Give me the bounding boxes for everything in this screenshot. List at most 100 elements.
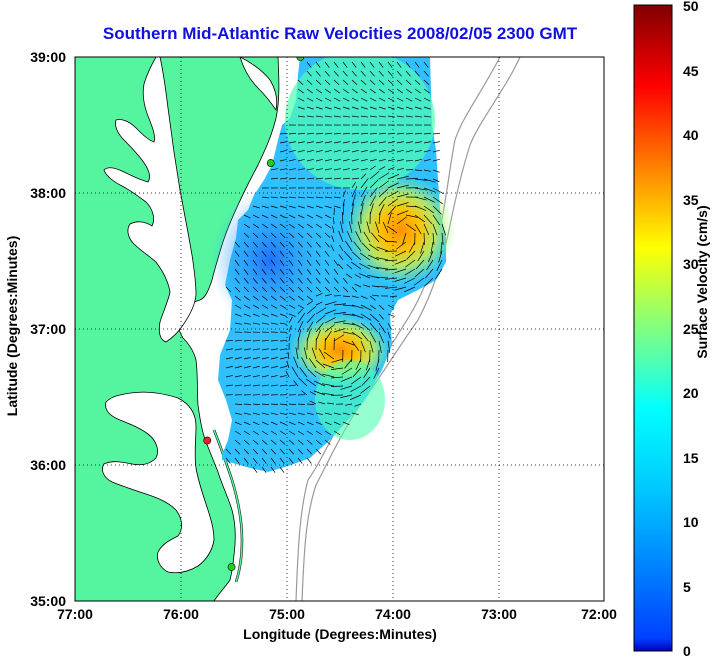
- velocity-vector: [297, 141, 305, 144]
- velocity-vector: [346, 230, 353, 243]
- velocity-vector: [342, 340, 355, 346]
- velocity-vector: [297, 106, 305, 110]
- velocity-vector: [333, 88, 340, 94]
- velocity-vector: [315, 196, 323, 199]
- velocity-vector: [430, 241, 434, 254]
- velocity-vector: [333, 79, 340, 86]
- velocity-vector: [396, 184, 409, 189]
- colorbar-tick-label: 35: [683, 192, 699, 208]
- velocity-vector: [342, 97, 350, 102]
- velocity-vector: [297, 177, 305, 180]
- velocity-vector: [333, 268, 339, 275]
- velocity-vector: [297, 241, 303, 248]
- velocity-vector: [360, 79, 367, 86]
- velocity-vector: [279, 357, 287, 360]
- velocity-vector: [288, 448, 295, 455]
- velocity-vector: [342, 115, 350, 118]
- velocity-vector: [405, 223, 417, 232]
- velocity-vector: [243, 304, 251, 309]
- velocity-vector: [330, 385, 344, 387]
- velocity-vector: [270, 214, 278, 219]
- velocity-vector: [342, 177, 350, 180]
- velocity-vector: [225, 375, 233, 378]
- velocity-vector: [234, 250, 240, 257]
- map-title: Southern Mid-Atlantic Raw Velocities 200…: [102, 24, 578, 43]
- velocity-vector: [378, 158, 386, 162]
- velocity-vector: [243, 214, 251, 219]
- velocity-vector: [342, 106, 350, 110]
- velocity-vector: [297, 457, 303, 464]
- velocity-vector: [279, 223, 286, 229]
- velocity-vector: [234, 268, 240, 275]
- velocity-vector: [297, 403, 306, 405]
- velocity-vector: [297, 158, 305, 162]
- velocity-vector: [306, 205, 314, 209]
- velocity-vector: [234, 340, 243, 342]
- velocity-vector: [306, 313, 316, 324]
- velocity-vector: [261, 457, 267, 464]
- velocity-vector: [322, 392, 335, 396]
- velocity-vector: [252, 430, 260, 436]
- velocity-vector: [394, 259, 407, 265]
- velocity-vector: [351, 304, 364, 309]
- velocity-vector: [360, 173, 367, 180]
- velocity-vector: [351, 106, 359, 110]
- velocity-vector: [288, 439, 295, 445]
- velocity-vector: [261, 421, 269, 426]
- velocity-vector: [423, 70, 429, 77]
- velocity-vector: [288, 286, 295, 293]
- velocity-field: [210, 57, 455, 473]
- velocity-vector: [288, 430, 296, 436]
- velocity-vector: [279, 158, 287, 162]
- velocity-vector: [385, 240, 398, 243]
- velocity-vector: [306, 378, 317, 387]
- velocity-vector: [252, 295, 259, 301]
- velocity-vector: [297, 168, 305, 171]
- velocity-vector: [297, 250, 303, 257]
- velocity-vector: [324, 88, 331, 94]
- velocity-vector: [331, 235, 335, 243]
- velocity-vector: [261, 250, 267, 257]
- velocity-vector: [432, 141, 440, 144]
- velocity-vector: [405, 106, 413, 110]
- velocity-vector: [234, 357, 242, 360]
- velocity-vector: [297, 79, 304, 86]
- velocity-vector: [406, 250, 416, 260]
- bathymetry-contour: [295, 57, 501, 601]
- velocity-vector: [360, 203, 364, 216]
- radar-site-marker: [266, 159, 275, 167]
- velocity-vector: [351, 203, 354, 216]
- velocity-vector: [378, 106, 386, 110]
- velocity-vector: [279, 259, 285, 266]
- velocity-vector: [243, 277, 249, 284]
- velocity-vector: [306, 132, 314, 135]
- velocity-vector: [355, 358, 362, 371]
- velocity-vector: [408, 241, 416, 253]
- velocity-vector: [225, 357, 233, 360]
- colorbar-tick-label: 40: [683, 127, 699, 143]
- velocity-vector: [396, 216, 407, 225]
- velocity-vector: [279, 168, 287, 171]
- radar-site-marker: [227, 563, 236, 571]
- velocity-vector: [252, 365, 260, 369]
- velocity-vector: [279, 286, 286, 293]
- velocity-vector: [327, 402, 335, 405]
- velocity-vector: [371, 232, 380, 243]
- velocity-vector: [351, 70, 357, 77]
- velocity-vector: [373, 367, 380, 379]
- velocity-vector: [360, 149, 368, 153]
- velocity-vector: [360, 295, 368, 300]
- velocity-vector: [303, 347, 308, 360]
- velocity-vector: [279, 313, 287, 317]
- velocity-vector: [414, 205, 427, 211]
- velocity-vector: [351, 79, 358, 86]
- velocity-vector: [324, 330, 332, 342]
- velocity-vector: [378, 322, 386, 334]
- velocity-vector: [315, 106, 323, 110]
- velocity-vector: [261, 466, 267, 473]
- velocity-vector: [306, 277, 312, 284]
- velocity-vector: [261, 412, 269, 416]
- velocity-vector: [297, 232, 304, 238]
- velocity-vector: [297, 286, 304, 293]
- velocity-vector: [234, 286, 241, 293]
